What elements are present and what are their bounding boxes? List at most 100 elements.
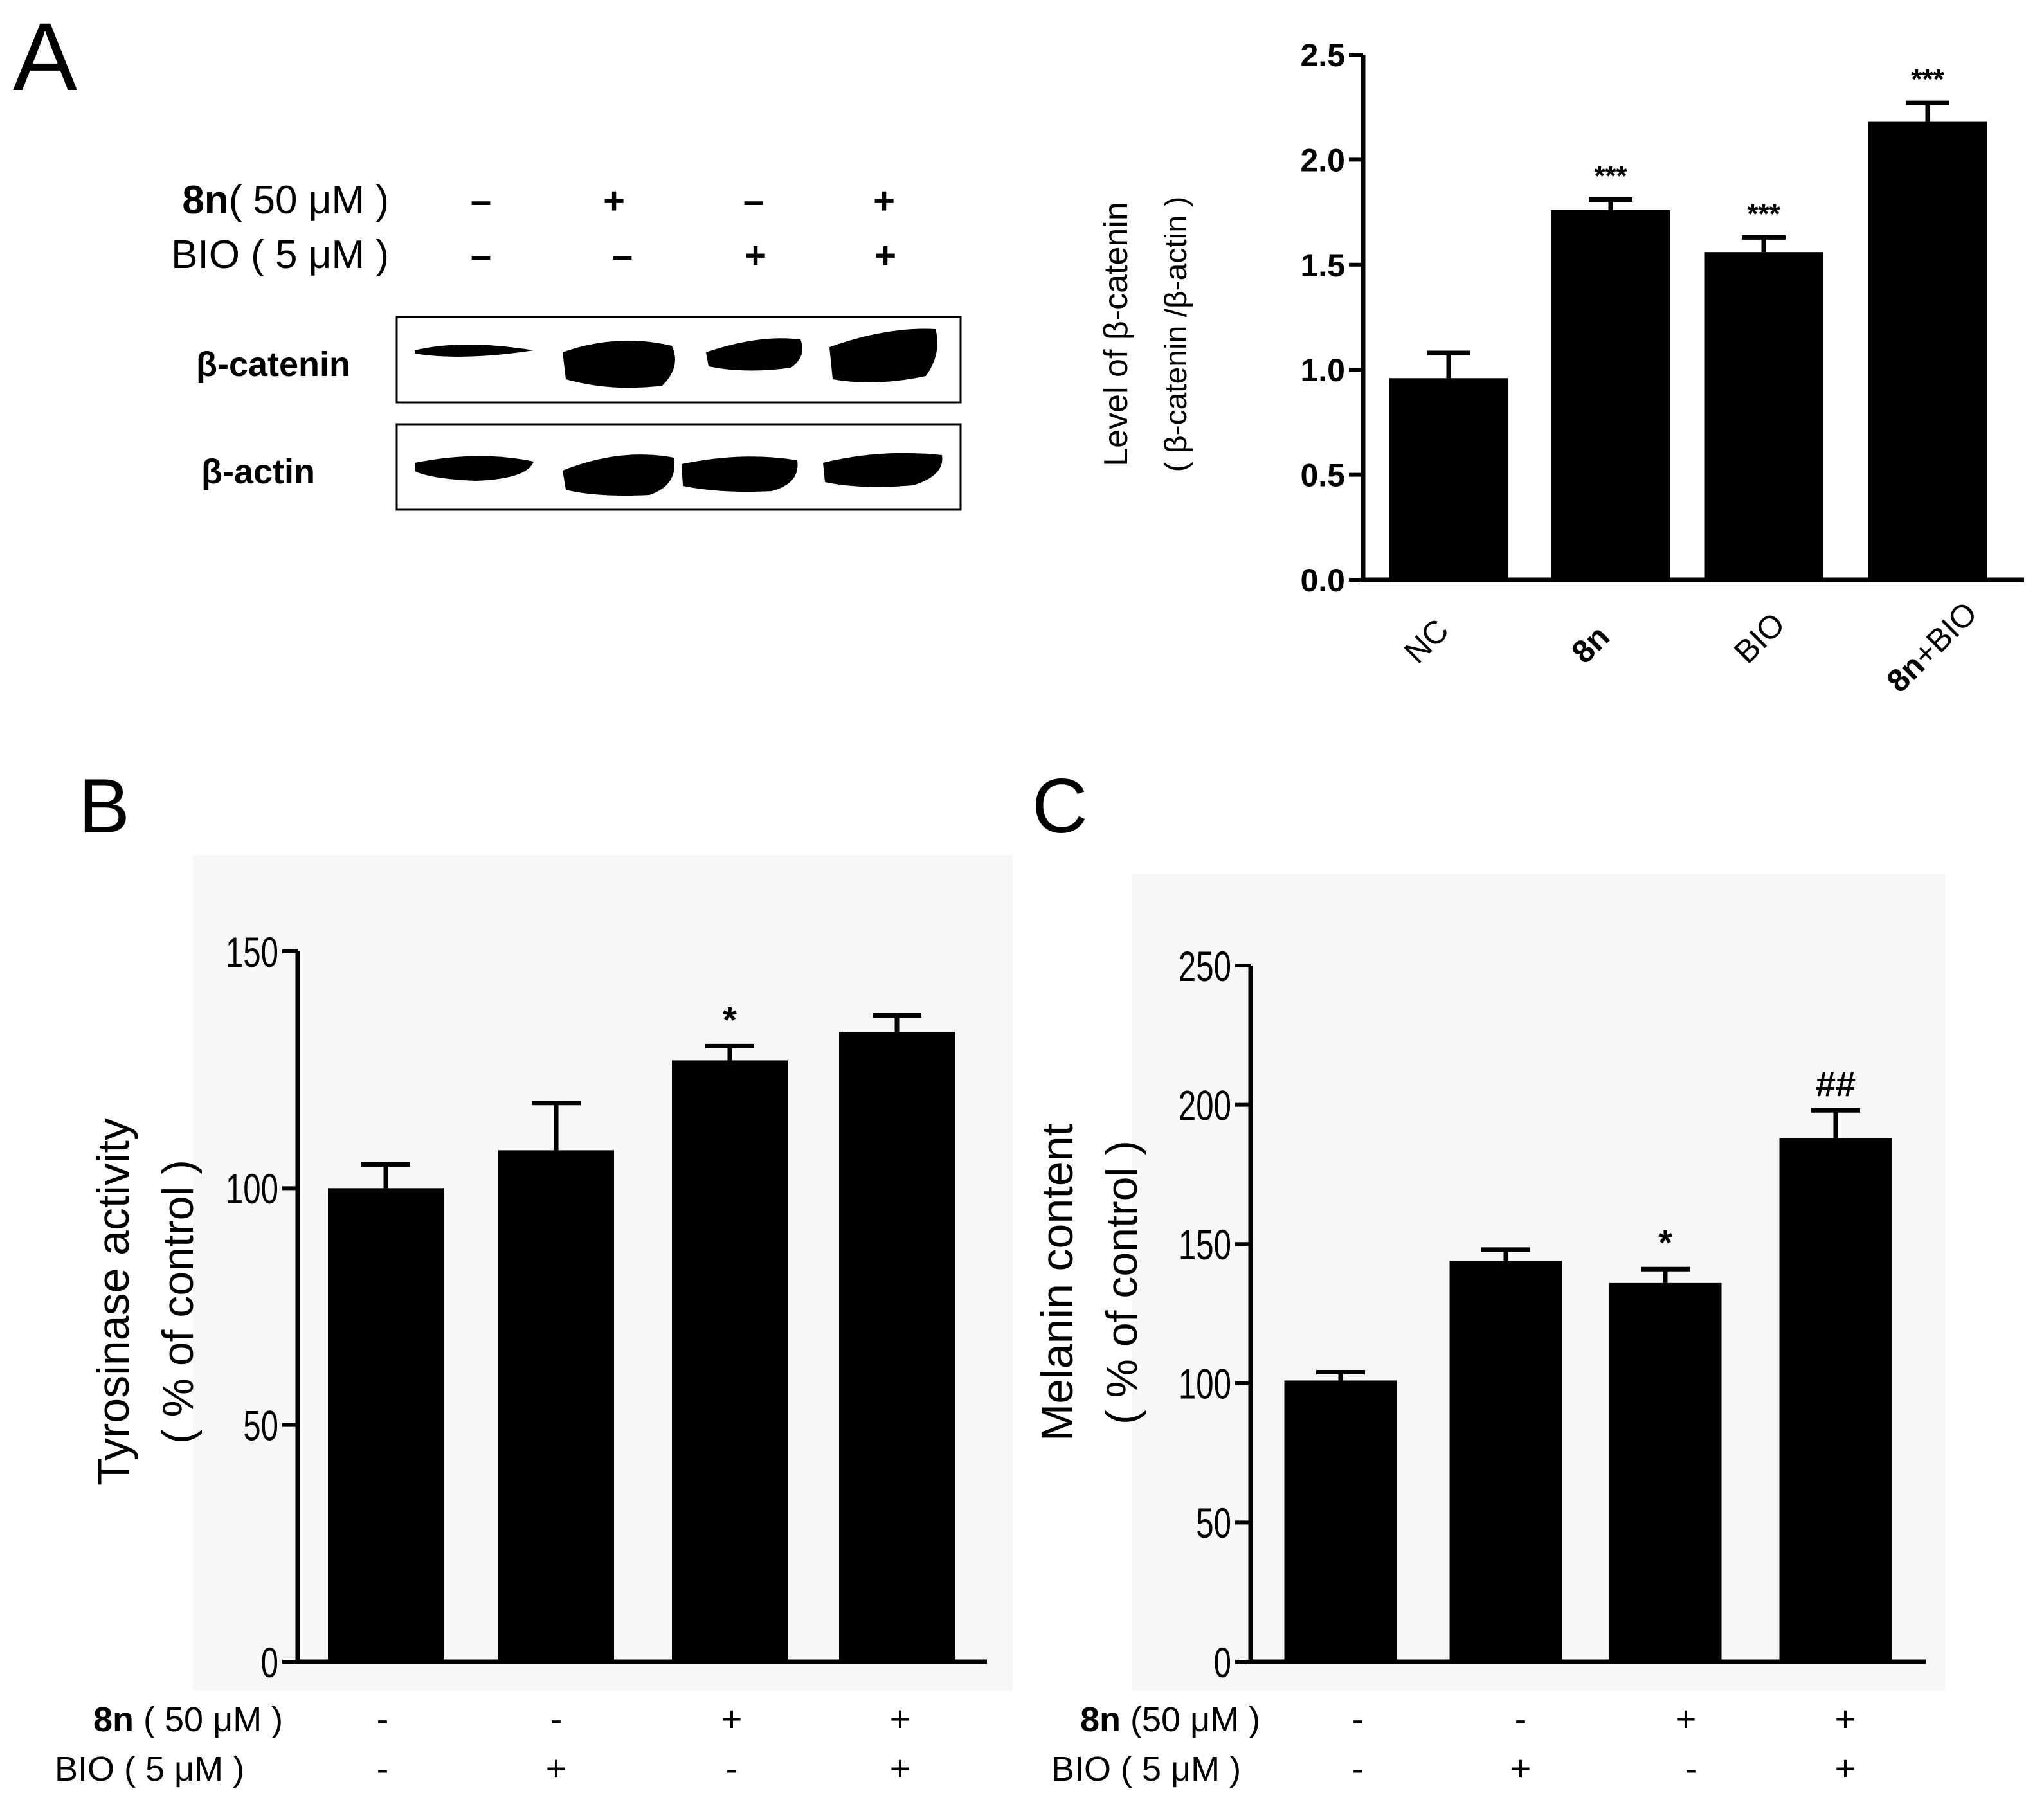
band-label-beta-actin: β-actin bbox=[201, 453, 315, 491]
blot-sign: + bbox=[873, 180, 895, 222]
band-beta-actin-lane3 bbox=[682, 456, 798, 492]
chart-c-table-sign: + bbox=[1510, 1748, 1532, 1788]
y-tick-label: 1.0 bbox=[1300, 352, 1345, 388]
chart-b-table-row1-label: 8n ( 50 μM ) bbox=[93, 1700, 283, 1739]
blot-row1-label-rest: ( 50 μM ) bbox=[229, 178, 389, 222]
bar bbox=[1609, 1282, 1722, 1662]
blot-row2-label: BIO ( 5 μM ) bbox=[171, 233, 389, 277]
significance-marker: * bbox=[1658, 1222, 1672, 1263]
bar bbox=[1389, 378, 1508, 580]
chart-a: *** *** *** 0.0 0.5 1.0 1.5 2.0 2.5 Level of β-… bbox=[1098, 37, 2024, 699]
chart-c-bars: * ## bbox=[1284, 1063, 1892, 1662]
band-beta-catenin-lane1 bbox=[415, 345, 534, 357]
chart-b-bars: * bbox=[328, 999, 955, 1662]
chart-a-category-label: 8n bbox=[1564, 618, 1616, 670]
band-beta-actin-lane2 bbox=[563, 454, 674, 496]
blot-sign: – bbox=[471, 235, 491, 276]
bar bbox=[839, 1032, 955, 1662]
y-tick-label: 0.5 bbox=[1300, 458, 1345, 494]
chart-b-ticks: 0 50 100 150 bbox=[226, 929, 298, 1687]
chart-b-table-row2-label: BIO ( 5 μM ) bbox=[55, 1750, 244, 1788]
bar bbox=[1779, 1138, 1892, 1662]
bar bbox=[672, 1060, 788, 1662]
chart-b: * 0 50 100 150 Tyrosinase activity ( % of c… bbox=[55, 929, 987, 1788]
chart-b-table-sign: - bbox=[550, 1698, 563, 1739]
y-tick-label: 50 bbox=[243, 1402, 278, 1450]
chart-a-category-label: 8n+BIO bbox=[1879, 595, 1984, 699]
chart-c-table-sign: - bbox=[1515, 1698, 1527, 1739]
band-label-beta-catenin: β-catenin bbox=[196, 345, 350, 384]
blot-sign: – bbox=[743, 180, 764, 222]
y-tick-label: 150 bbox=[1179, 1221, 1231, 1269]
blot-sign: + bbox=[874, 235, 896, 276]
category-part: 8n bbox=[1564, 618, 1616, 670]
band-beta-actin-lane4 bbox=[823, 453, 943, 487]
blot-sign: – bbox=[612, 235, 633, 276]
table-label-bold: 8n bbox=[1080, 1700, 1121, 1739]
significance-marker: ## bbox=[1816, 1063, 1856, 1104]
table-label-rest: BIO ( 5 μM ) bbox=[1051, 1750, 1241, 1788]
chart-c-table-sign: + bbox=[1676, 1698, 1697, 1739]
y-tick-label: 250 bbox=[1179, 943, 1231, 991]
table-label-rest: BIO ( 5 μM ) bbox=[55, 1750, 244, 1788]
chart-b-table-sign: - bbox=[377, 1698, 389, 1739]
chart-c-table-sign: + bbox=[1835, 1748, 1856, 1788]
y-tick-label: 2.5 bbox=[1300, 37, 1345, 73]
chart-c-ylabel: Melanin content bbox=[1032, 1124, 1082, 1441]
chart-c-table-sign: + bbox=[1835, 1698, 1856, 1739]
y-tick-label: 150 bbox=[226, 929, 278, 976]
chart-b-ylabel2: ( % of control ) bbox=[154, 1160, 203, 1444]
chart-b-table-sign: + bbox=[721, 1698, 743, 1739]
chart-c-table-sign: - bbox=[1352, 1698, 1364, 1739]
chart-b-table-sign: + bbox=[890, 1698, 911, 1739]
chart-b-ylabel: Tyrosinase activity bbox=[88, 1118, 138, 1486]
bar bbox=[1449, 1261, 1562, 1662]
table-label-rest: (50 μM ) bbox=[1121, 1700, 1260, 1739]
significance-marker: *** bbox=[1594, 160, 1627, 192]
y-tick-label: 200 bbox=[1179, 1082, 1231, 1129]
y-tick-label: 0 bbox=[1214, 1639, 1231, 1687]
y-tick-label: 1.5 bbox=[1300, 247, 1345, 283]
blot-sign: + bbox=[745, 235, 766, 276]
significance-marker: *** bbox=[1747, 198, 1780, 229]
chart-c-ticks: 0 50 100 150 200 250 bbox=[1179, 943, 1251, 1687]
y-tick-label: 0.0 bbox=[1300, 562, 1345, 598]
y-tick-label: 0 bbox=[261, 1639, 278, 1687]
significance-marker: * bbox=[723, 999, 737, 1039]
chart-a-ylabel2: ( β-catenin /β-actin ) bbox=[1159, 197, 1193, 472]
y-tick-label: 100 bbox=[1179, 1361, 1231, 1408]
chart-c-table-row1-label: 8n (50 μM ) bbox=[1080, 1700, 1260, 1739]
chart-c-ylabel2: ( % of control ) bbox=[1098, 1140, 1146, 1425]
chart-b-table-sign: - bbox=[726, 1748, 738, 1788]
band-beta-catenin-lane4 bbox=[829, 328, 937, 382]
western-blot: 8n( 50 μM ) – + – + BIO ( 5 μM ) – – + +… bbox=[171, 178, 962, 511]
chart-c: * ## 0 50 100 150 200 250 Melanin content ( % … bbox=[1032, 943, 1926, 1788]
table-label-bold: 8n bbox=[93, 1700, 134, 1739]
chart-c-table-sign: - bbox=[1685, 1748, 1697, 1788]
chart-c-table-sign: - bbox=[1352, 1748, 1364, 1788]
chart-c-table-row2-label: BIO ( 5 μM ) bbox=[1051, 1750, 1241, 1788]
blot-row1-label: 8n( 50 μM ) bbox=[182, 178, 389, 222]
chart-b-table-sign: - bbox=[377, 1748, 389, 1788]
bar bbox=[1284, 1380, 1397, 1662]
band-beta-catenin-lane2 bbox=[563, 341, 675, 388]
category-part: NC bbox=[1397, 612, 1456, 670]
chart-b-table-sign: + bbox=[546, 1748, 567, 1788]
bar bbox=[498, 1150, 614, 1662]
chart-a-bars: *** *** *** bbox=[1389, 64, 1987, 580]
chart-a-category-label: NC bbox=[1397, 612, 1456, 670]
bar bbox=[1868, 121, 1987, 580]
chart-b-table-sign: + bbox=[890, 1748, 911, 1788]
chart-a-category-label: BIO bbox=[1727, 606, 1792, 670]
y-tick-label: 50 bbox=[1196, 1500, 1231, 1547]
panel-label-c: C bbox=[1032, 763, 1088, 849]
blot-sign: – bbox=[471, 180, 491, 222]
bar bbox=[1551, 210, 1670, 580]
y-tick-label: 100 bbox=[226, 1165, 278, 1213]
band-beta-actin-lane1 bbox=[415, 456, 534, 481]
chart-a-ylabel: Level of β-catenin bbox=[1098, 202, 1135, 466]
panel-label-b: B bbox=[78, 763, 130, 849]
blot-row2-label-rest: BIO ( 5 μM ) bbox=[171, 233, 389, 277]
